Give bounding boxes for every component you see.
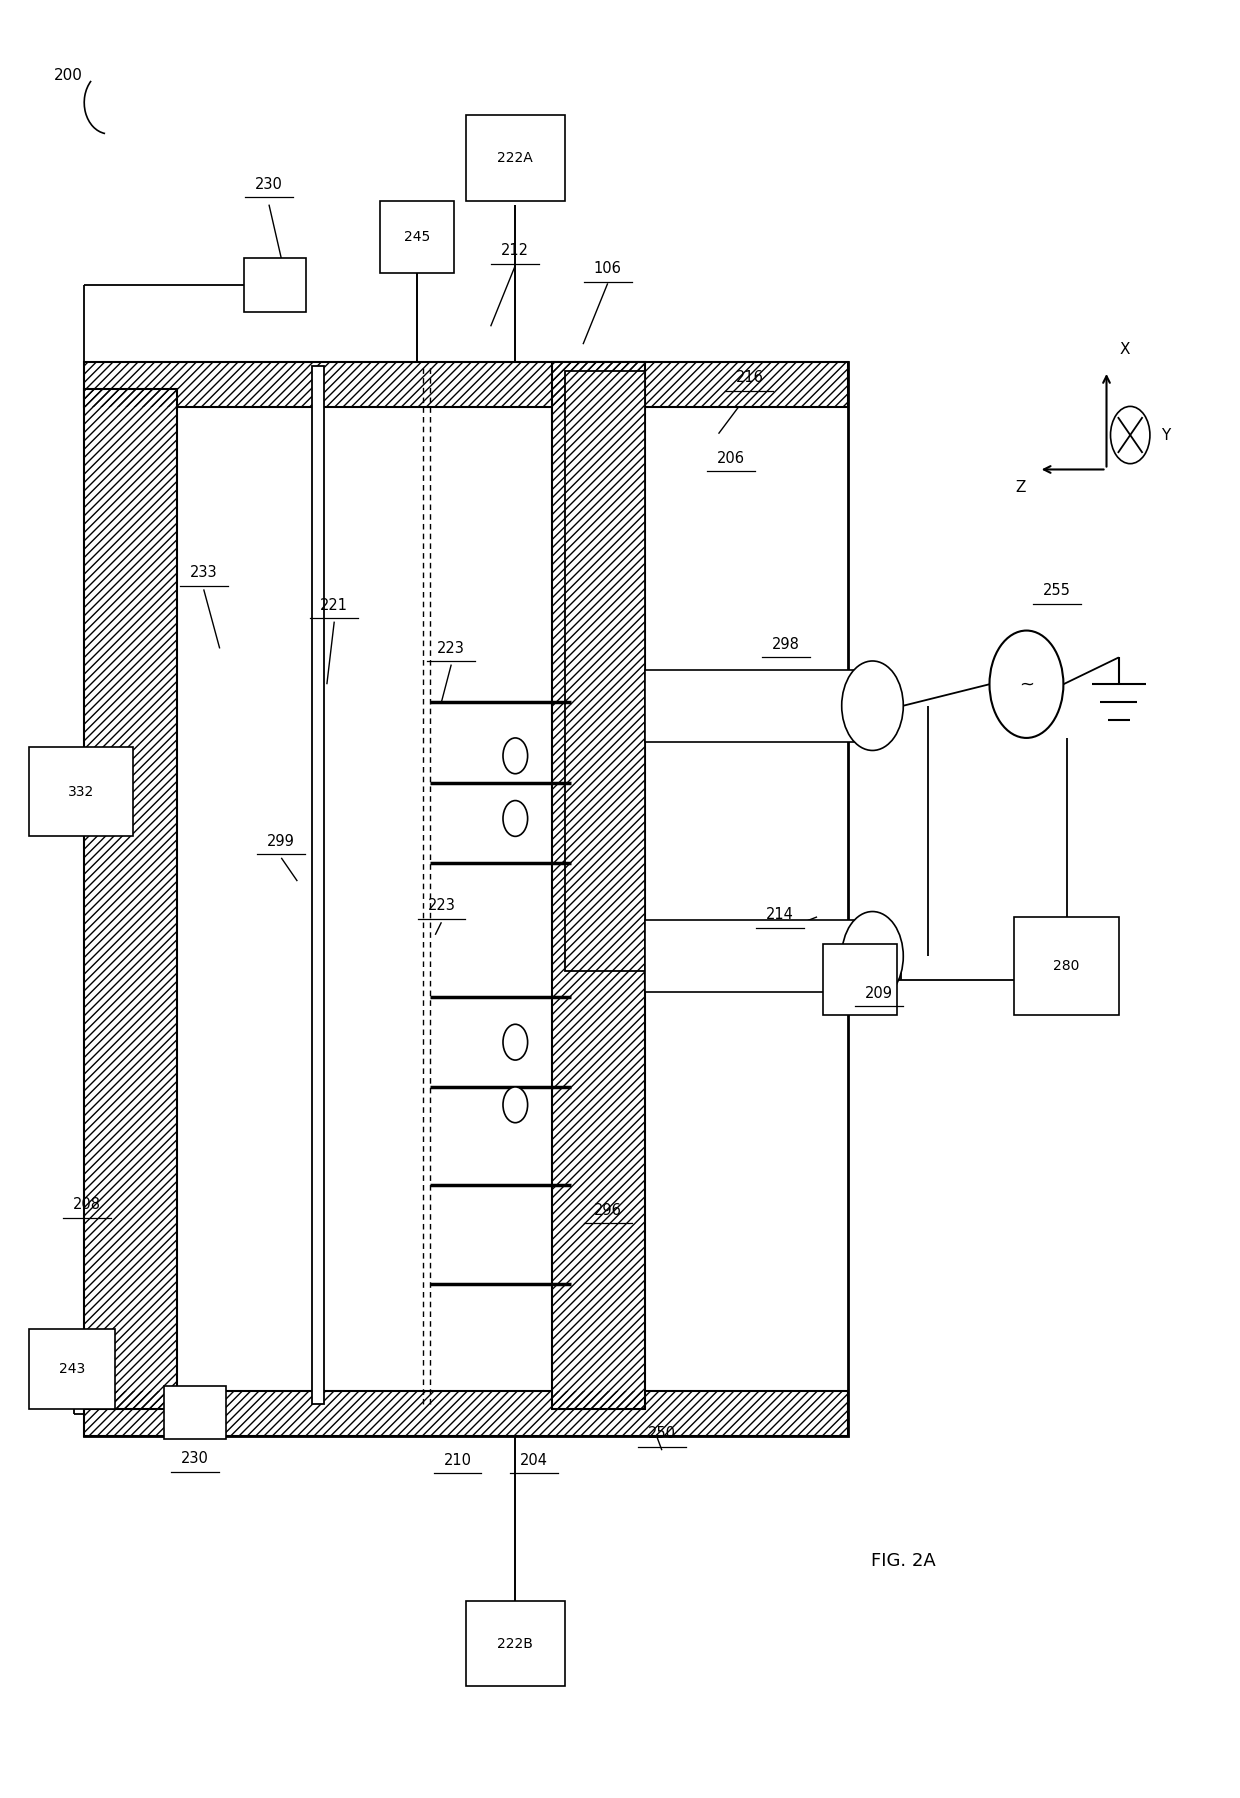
Text: 255: 255 bbox=[1043, 583, 1071, 599]
Circle shape bbox=[503, 800, 528, 836]
Bar bbox=[312, 365, 325, 1404]
Text: FIG. 2A: FIG. 2A bbox=[870, 1552, 936, 1570]
Text: 210: 210 bbox=[444, 1453, 471, 1469]
Text: 223: 223 bbox=[438, 640, 465, 656]
Text: 216: 216 bbox=[735, 370, 764, 385]
Text: 214: 214 bbox=[766, 908, 794, 922]
Text: 250: 250 bbox=[647, 1426, 676, 1442]
Bar bbox=[645, 671, 867, 741]
Text: 280: 280 bbox=[1053, 958, 1080, 973]
Text: 299: 299 bbox=[268, 834, 295, 849]
Text: 296: 296 bbox=[594, 1203, 621, 1217]
Bar bbox=[823, 944, 897, 1016]
Bar bbox=[466, 1600, 564, 1687]
Bar bbox=[84, 388, 176, 1410]
Circle shape bbox=[842, 912, 903, 1001]
Circle shape bbox=[503, 737, 528, 773]
Text: 233: 233 bbox=[190, 565, 217, 581]
Bar bbox=[564, 370, 645, 971]
Bar bbox=[84, 361, 848, 406]
Circle shape bbox=[1111, 406, 1149, 464]
Bar bbox=[84, 361, 848, 406]
Text: 230: 230 bbox=[181, 1451, 210, 1467]
Circle shape bbox=[503, 1088, 528, 1122]
Text: X: X bbox=[1120, 342, 1130, 356]
Text: 243: 243 bbox=[58, 1361, 86, 1375]
Text: 206: 206 bbox=[717, 451, 745, 466]
Text: 204: 204 bbox=[520, 1453, 548, 1469]
Bar bbox=[564, 370, 645, 971]
Bar bbox=[645, 921, 867, 992]
Bar bbox=[84, 361, 848, 1437]
Bar bbox=[552, 361, 645, 1410]
Text: 245: 245 bbox=[404, 230, 430, 245]
Bar bbox=[84, 388, 176, 1410]
Text: 221: 221 bbox=[320, 597, 348, 613]
Text: ~: ~ bbox=[1019, 676, 1034, 694]
Text: 106: 106 bbox=[594, 261, 621, 277]
Text: 298: 298 bbox=[773, 636, 800, 653]
Text: 222B: 222B bbox=[497, 1636, 533, 1651]
Circle shape bbox=[503, 1025, 528, 1061]
Bar bbox=[84, 1392, 848, 1437]
Circle shape bbox=[990, 631, 1064, 737]
Bar bbox=[164, 1386, 226, 1440]
Text: 223: 223 bbox=[428, 899, 455, 913]
Text: Z: Z bbox=[1016, 480, 1025, 494]
Text: 230: 230 bbox=[255, 176, 283, 192]
Bar bbox=[29, 1329, 115, 1410]
Text: 222A: 222A bbox=[497, 151, 533, 165]
Bar bbox=[379, 201, 454, 273]
Text: Y: Y bbox=[1161, 428, 1171, 442]
Bar bbox=[244, 259, 306, 313]
Bar bbox=[1014, 917, 1118, 1016]
Text: 208: 208 bbox=[73, 1197, 100, 1212]
Bar bbox=[466, 115, 564, 201]
Bar bbox=[552, 361, 645, 1410]
Bar bbox=[84, 1392, 848, 1437]
Text: 209: 209 bbox=[864, 985, 893, 1001]
Text: 212: 212 bbox=[501, 243, 529, 259]
Text: 332: 332 bbox=[68, 784, 94, 798]
Text: 200: 200 bbox=[53, 68, 82, 83]
Circle shape bbox=[842, 662, 903, 750]
Bar bbox=[29, 746, 134, 836]
